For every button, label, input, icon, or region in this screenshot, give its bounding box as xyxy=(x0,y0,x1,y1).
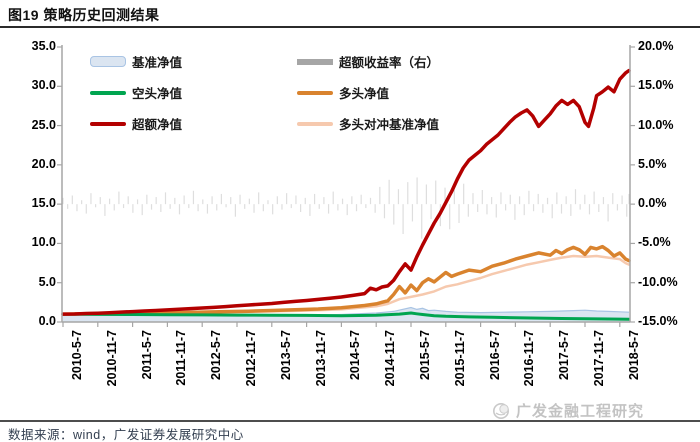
left-axis-tick-label: 35.0 xyxy=(31,39,56,53)
x-axis-tick-label: 2014-5-7 xyxy=(348,330,363,381)
series-line-orange xyxy=(61,244,631,316)
left-axis-tick-label: 20.0 xyxy=(31,156,56,171)
series-line-green xyxy=(61,311,631,321)
excess-nav-line-swatch xyxy=(90,121,126,126)
x-axis-tick-label: 2017-11-7 xyxy=(592,330,606,387)
legend-item-short-nav: 空头净值 xyxy=(90,83,182,102)
x-axis-tick-label: 2016-11-7 xyxy=(522,330,537,387)
long-hedge-line-swatch xyxy=(297,121,333,126)
x-axis-tick-label: 2012-5-7 xyxy=(209,330,224,381)
backtest-chart: 35.0 30.0 25.0 20.0 15.0 10.0 5.0 0.0 20.0% 15.0… xyxy=(0,28,700,408)
legend-item-long-hedge-nav: 多头对冲基准净值 xyxy=(297,114,439,133)
plot-canvas xyxy=(57,45,635,327)
x-axis-tick-label: 2010-5-7 xyxy=(70,330,84,381)
left-axis-tick-label: 0.0 xyxy=(38,314,56,328)
left-axis-tick-label: 5.0 xyxy=(38,274,56,289)
right-axis-tick-label: 15.0% xyxy=(638,78,674,93)
x-axis-tick-label: 2012-11-7 xyxy=(244,330,258,387)
right-axis-tick-label: -5.0% xyxy=(638,235,671,250)
x-axis-tick-label: 2010-11-7 xyxy=(104,330,119,387)
data-source-note: 数据来源：wind，广发证券发展研究中心 xyxy=(8,428,244,442)
legend-item-excess-nav: 超额净值 xyxy=(90,114,182,133)
x-axis-tick-label: 2016-5-7 xyxy=(487,330,502,381)
legend-label: 超额净值 xyxy=(132,118,183,132)
x-axis-tick-label: 2011-5-7 xyxy=(139,330,154,380)
series-line-pink xyxy=(61,254,631,316)
short-nav-line-swatch xyxy=(90,90,126,95)
left-axis-tick-label: 30.0 xyxy=(31,78,56,93)
brand-watermark: 广发金融工程研究 xyxy=(492,400,644,421)
series-line-red xyxy=(61,68,631,316)
right-axis-tick-label: 5.0% xyxy=(638,156,667,171)
x-axis-tick-label: 2017-5-7 xyxy=(557,330,572,381)
gf-logo-icon xyxy=(493,402,509,419)
x-axis-tick-label: 2013-11-7 xyxy=(313,330,328,387)
right-axis-tick-label: 0.0% xyxy=(638,196,667,211)
footer-divider xyxy=(0,420,700,422)
x-axis-tick-label: 2015-5-7 xyxy=(418,330,432,381)
legend-item-excess-return: 超额收益率（右） xyxy=(297,52,439,71)
legend-label: 多头对冲基准净值 xyxy=(339,118,440,132)
title-divider xyxy=(0,26,700,28)
x-axis-tick-label: 2011-11-7 xyxy=(174,330,189,386)
legend-label: 基准净值 xyxy=(132,56,183,70)
right-axis-tick-label: -15.0% xyxy=(638,314,678,328)
x-axis-tick-label: 2018-5-7 xyxy=(626,330,641,381)
right-axis-tick-label: 10.0% xyxy=(638,117,674,132)
legend-label: 多头净值 xyxy=(339,87,390,101)
right-axis-tick-label: -10.0% xyxy=(638,274,678,289)
long-nav-line-swatch xyxy=(297,90,333,95)
legend-item-benchmark-nav: 基准净值 xyxy=(90,52,182,71)
benchmark-area-swatch xyxy=(90,56,126,67)
legend-label: 空头净值 xyxy=(132,87,183,101)
left-axis-tick-label: 15.0 xyxy=(31,196,56,211)
x-axis-tick-label: 2013-5-7 xyxy=(278,330,293,381)
right-axis-tick-label: 20.0% xyxy=(638,39,674,53)
legend-label: 超额收益率（右） xyxy=(339,56,440,70)
figure-title: 图19 策略历史回测结果 xyxy=(8,7,160,23)
x-axis-tick-label: 2015-11-7 xyxy=(452,330,467,387)
x-axis-tick-label: 2014-11-7 xyxy=(383,330,398,387)
left-axis-tick-label: 25.0 xyxy=(31,117,56,132)
legend-item-long-nav: 多头净值 xyxy=(297,83,389,102)
excess-return-bar-swatch xyxy=(297,58,333,65)
watermark-text: 广发金融工程研究 xyxy=(516,403,645,420)
left-axis-tick-label: 10.0 xyxy=(31,235,56,250)
